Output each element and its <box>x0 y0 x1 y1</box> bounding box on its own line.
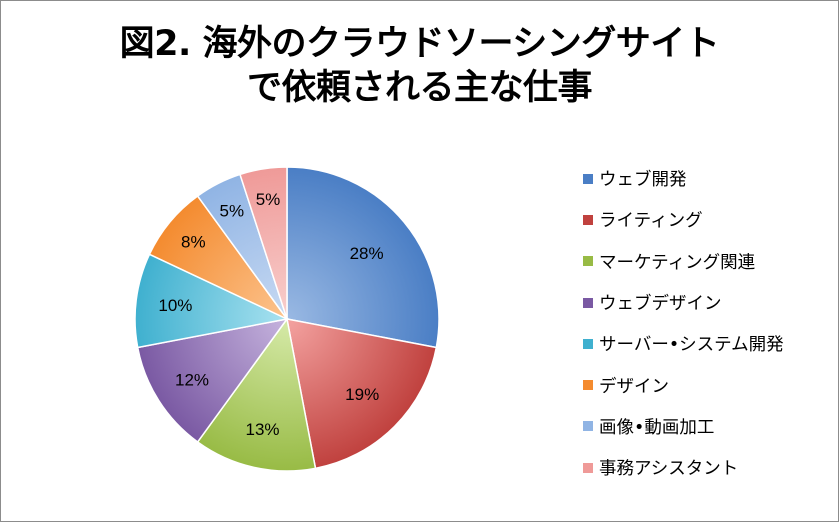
legend-label: ウェブ開発 <box>599 170 687 191</box>
pie-value-label-5: 10% <box>158 296 192 315</box>
pie-slice-2 <box>286 318 438 470</box>
pie-slice-4 <box>136 317 289 444</box>
legend-swatch <box>583 338 593 349</box>
pie-value-label-4: 12% <box>175 370 209 389</box>
legend-item-2: ライティング <box>583 199 784 240</box>
pie-value-label-3: 13% <box>245 420 279 439</box>
legend-swatch <box>583 380 593 391</box>
legend-swatch <box>583 462 593 473</box>
legend-swatch <box>583 297 593 308</box>
pie-slice-1 <box>286 166 440 349</box>
pie-slice-5 <box>134 253 290 349</box>
legend: ウェブ開発ライティングマーケティング関連 ウェブデザインサーバー•システム開発 デザ… <box>583 158 784 488</box>
pie-slice-8 <box>239 166 288 320</box>
pie-slice-3 <box>196 317 317 472</box>
chart-title-line-2: で依頼される主な仕事 <box>246 68 593 108</box>
chart-title: 図2. 海外のクラウドソーシングサイト で依頼される主な仕事 <box>0 22 839 110</box>
pie-slices <box>134 166 440 472</box>
legend-swatch <box>583 421 593 432</box>
legend-label: 画像•動画加工 <box>599 417 715 438</box>
legend-label: ライティング <box>599 211 703 232</box>
legend-swatch <box>583 214 593 225</box>
legend-item-3: マーケティング関連 <box>583 241 784 282</box>
chart-title-line-1: 図2. 海外のクラウドソーシングサイト <box>119 24 720 64</box>
legend-label: マーケティング関連 <box>599 252 756 273</box>
legend-label: サーバー•システム開発 <box>599 335 784 356</box>
pie-value-labels: 28% 19% 13% 12% 10% 8% 5% 5% <box>158 190 383 439</box>
legend-item-4: ウェブデザイン <box>583 282 784 323</box>
legend-item-6: デザイン <box>583 364 784 405</box>
pie-value-label-1: 28% <box>350 244 384 263</box>
legend-item-1: ウェブ開発 <box>583 158 784 199</box>
legend-item-8: 事務アシスタント <box>583 447 784 488</box>
pie-value-label-2: 19% <box>345 385 379 404</box>
legend-swatch <box>583 173 593 184</box>
legend-label: ウェブデザイン <box>599 294 722 315</box>
legend-item-7: 画像•動画加工 <box>583 406 784 447</box>
legend-item-5: サーバー•システム開発 <box>583 323 784 364</box>
legend-label: デザイン <box>599 376 669 397</box>
pie-value-label-7: 5% <box>220 202 245 221</box>
pie-value-label-8: 5% <box>256 190 281 209</box>
legend-swatch <box>583 256 593 267</box>
legend-label: 事務アシスタント <box>599 459 739 480</box>
pie-value-label-6: 8% <box>181 233 206 252</box>
